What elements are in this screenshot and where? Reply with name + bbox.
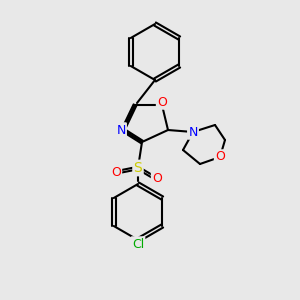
Text: O: O xyxy=(111,166,121,178)
Text: O: O xyxy=(215,151,225,164)
Text: Cl: Cl xyxy=(132,238,144,250)
Text: S: S xyxy=(134,161,142,175)
Text: O: O xyxy=(152,172,162,184)
Text: N: N xyxy=(116,124,126,136)
Text: O: O xyxy=(157,95,167,109)
Text: N: N xyxy=(188,125,198,139)
